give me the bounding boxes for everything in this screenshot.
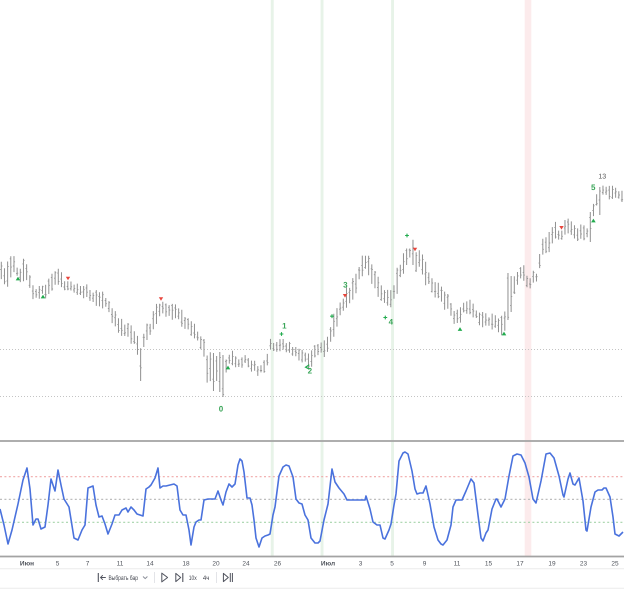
svg-text:25: 25	[611, 560, 619, 567]
svg-text:20: 20	[212, 560, 220, 567]
svg-text:11: 11	[117, 560, 124, 567]
svg-text:19: 19	[548, 560, 556, 567]
svg-text:5: 5	[390, 560, 394, 567]
svg-text:Июн: Июн	[20, 560, 34, 567]
svg-text:18: 18	[182, 560, 190, 567]
svg-text:11: 11	[454, 560, 461, 567]
svg-text:4: 4	[389, 317, 394, 326]
svg-text:15: 15	[485, 560, 493, 567]
svg-text:14: 14	[146, 560, 154, 567]
svg-text:3: 3	[359, 560, 363, 567]
svg-text:5: 5	[56, 560, 60, 567]
svg-text:5: 5	[591, 183, 596, 192]
svg-text:4ч: 4ч	[203, 575, 210, 582]
svg-text:17: 17	[516, 560, 524, 567]
svg-text:Июл: Июл	[321, 560, 335, 567]
svg-text:24: 24	[242, 560, 250, 567]
svg-text:10x: 10x	[189, 575, 197, 582]
svg-text:2: 2	[308, 366, 313, 375]
svg-text:Выбрать бар: Выбрать бар	[109, 574, 139, 582]
svg-text:1: 1	[282, 321, 287, 330]
svg-text:0: 0	[219, 404, 224, 413]
svg-text:13: 13	[598, 173, 606, 180]
svg-text:26: 26	[274, 560, 282, 567]
svg-text:3: 3	[343, 280, 348, 289]
svg-text:9: 9	[423, 560, 427, 567]
svg-text:23: 23	[580, 560, 588, 567]
svg-text:7: 7	[86, 560, 90, 567]
